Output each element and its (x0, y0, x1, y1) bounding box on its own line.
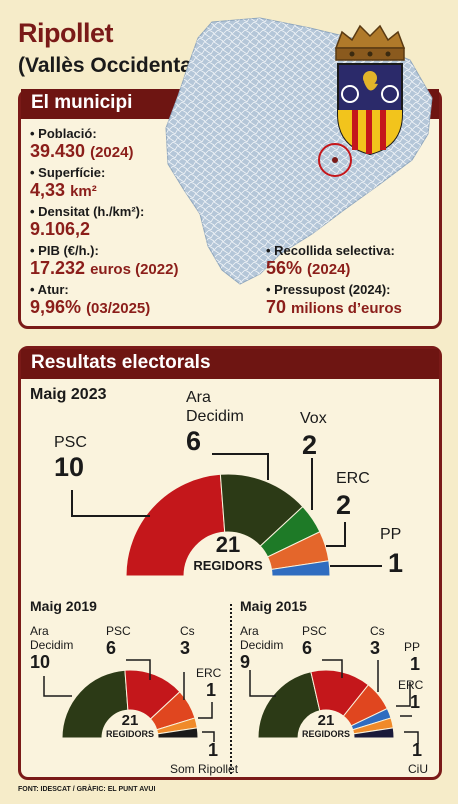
leader-psc-2023 (71, 490, 150, 517)
regidors-label: REGIDORS (301, 729, 350, 739)
chart-2015-segment-ara-decidim (257, 671, 321, 739)
stat-label: • Pressupost (2024): (266, 282, 391, 297)
stat-value: 4,33 (30, 180, 66, 200)
party-value-psc-2019: 6 (106, 638, 117, 658)
stat-value: 9,96% (30, 297, 82, 317)
party-value-ara-2019: 10 (30, 652, 51, 672)
stat-note: (2024) (307, 261, 351, 278)
ripollet-location-marker (332, 157, 338, 163)
party-value-ciu-2015: 1 (412, 740, 423, 760)
stat-superficie: • Superfície: 4,33 km² (30, 165, 105, 201)
stat-pib: • PIB (€/h.): 17.232 euros (2022) (30, 243, 178, 279)
party-label-erc-2023: ERC (336, 470, 370, 487)
stat-note: milions d’euros (291, 300, 402, 317)
page-subtitle: (Vallès Occidental) (18, 54, 205, 77)
stat-recollida: • Recollida selectiva: 56% (2024) (266, 243, 395, 279)
party-value-psc-2015: 6 (302, 638, 313, 658)
chart-2023-title: Maig 2023 (30, 386, 107, 403)
stat-value: 70 (266, 297, 287, 317)
total-regidors: 21 (317, 712, 335, 729)
chart-2019-segment-som-ripollet (157, 727, 199, 739)
chart-2019-segment-ara-decidim (61, 669, 129, 739)
stat-note: (03/2025) (86, 300, 151, 317)
leader-ciu-2015 (404, 731, 419, 744)
party-label-ciu-2015: CiU (408, 762, 428, 776)
party-label-psc-2019: PSC (106, 624, 131, 638)
party-value-erc-2019: 1 (206, 680, 217, 700)
party-label-ara-2019: Ara Decidim (30, 624, 74, 652)
center-total-2015: 21 REGIDORS (296, 712, 356, 739)
party-value-pp-2023: 1 (388, 548, 404, 578)
party-value-cs-2015: 3 (370, 638, 381, 658)
leader-erc-2023 (326, 522, 346, 547)
stat-label: • Població: (30, 126, 97, 141)
divider (230, 604, 232, 774)
party-label-erc-2019: ERC (196, 666, 222, 680)
party-label-som-2019: Som Ripollet (170, 762, 239, 776)
stat-label: • Atur: (30, 282, 69, 297)
stat-value: 39.430 (30, 141, 86, 161)
leader-som-2019 (202, 731, 215, 742)
stat-note: km² (70, 183, 97, 200)
stat-label: • PIB (€/h.): (30, 243, 99, 258)
party-value-pp-2015: 1 (410, 654, 421, 674)
stat-densitat: • Densitat (h./km²): 9.106,2 (30, 204, 144, 240)
stat-value: 17.232 (30, 258, 86, 278)
ripollet-highlight (318, 143, 352, 177)
coat-of-arms-icon (334, 24, 406, 156)
leader-psc-2019 (126, 659, 151, 680)
regidors-label: REGIDORS (105, 729, 154, 739)
total-regidors: 21 (121, 712, 139, 729)
party-value-erc-2015: 1 (410, 692, 421, 712)
party-value-ara-2015: 9 (240, 652, 251, 672)
party-value-vox-2023: 2 (302, 430, 318, 460)
stat-label: • Superfície: (30, 165, 106, 180)
party-label-cs-2019: Cs (180, 624, 195, 638)
leader-erc-2019 (198, 702, 213, 719)
footer-source: FONT: IDESCAT / GRÀFIC: EL PUNT AVUI (18, 786, 156, 793)
leader-pp-2015 (396, 682, 411, 707)
center-total-2023: 21 REGIDORS (188, 532, 268, 573)
stat-note: euros (2022) (90, 261, 179, 278)
leader-ara-2015 (249, 670, 276, 697)
chart-2023-segment-pp (270, 560, 331, 577)
party-label-ara-2015: Ara Decidim (240, 624, 284, 652)
chart-2019-title: Maig 2019 (30, 598, 97, 614)
party-label-psc-2023: PSC (54, 434, 87, 451)
party-label-erc-2015: ERC (398, 678, 424, 692)
party-value-ara-2023: 6 (186, 426, 202, 456)
stat-note: (2024) (90, 144, 134, 161)
stat-pressupost: • Pressupost (2024): 70 milions d’euros (266, 282, 402, 318)
chart-2015-title: Maig 2015 (240, 598, 307, 614)
stat-label: • Densitat (h./km²): (30, 204, 145, 219)
chart-2023-segment-psc (125, 473, 226, 577)
party-label-pp-2023: PP (380, 526, 402, 543)
resultats-heading: Resultats electorals (21, 349, 439, 379)
party-value-som-2019: 1 (208, 740, 219, 760)
party-value-psc-2023: 10 (54, 452, 85, 482)
party-label-vox-2023: Vox (300, 410, 327, 427)
party-label-pp-2015: PP (404, 640, 421, 654)
party-value-cs-2019: 3 (180, 638, 191, 658)
leader-psc-2015 (322, 659, 343, 678)
party-label-ara-2023: Ara Decidim (186, 389, 244, 425)
leader-ara-2023 (212, 453, 269, 480)
stat-label: • Recollida selectiva: (266, 243, 395, 258)
leader-ara-2019 (43, 676, 72, 697)
center-total-2019: 21 REGIDORS (100, 712, 160, 739)
stat-poblacio: • Població: 39.430 (2024) (30, 126, 133, 162)
party-label-psc-2015: PSC (302, 624, 327, 638)
stat-atur: • Atur: 9,96% (03/2025) (30, 282, 150, 318)
stat-value: 56% (266, 258, 303, 278)
party-label-cs-2015: Cs (370, 624, 385, 638)
regidors-label: REGIDORS (193, 558, 263, 573)
page-title: Ripollet (18, 18, 114, 48)
stat-value: 9.106,2 (30, 219, 91, 239)
chart-2015-segment-ciu (353, 727, 395, 739)
party-value-erc-2023: 2 (336, 490, 352, 520)
total-regidors: 21 (215, 532, 241, 557)
